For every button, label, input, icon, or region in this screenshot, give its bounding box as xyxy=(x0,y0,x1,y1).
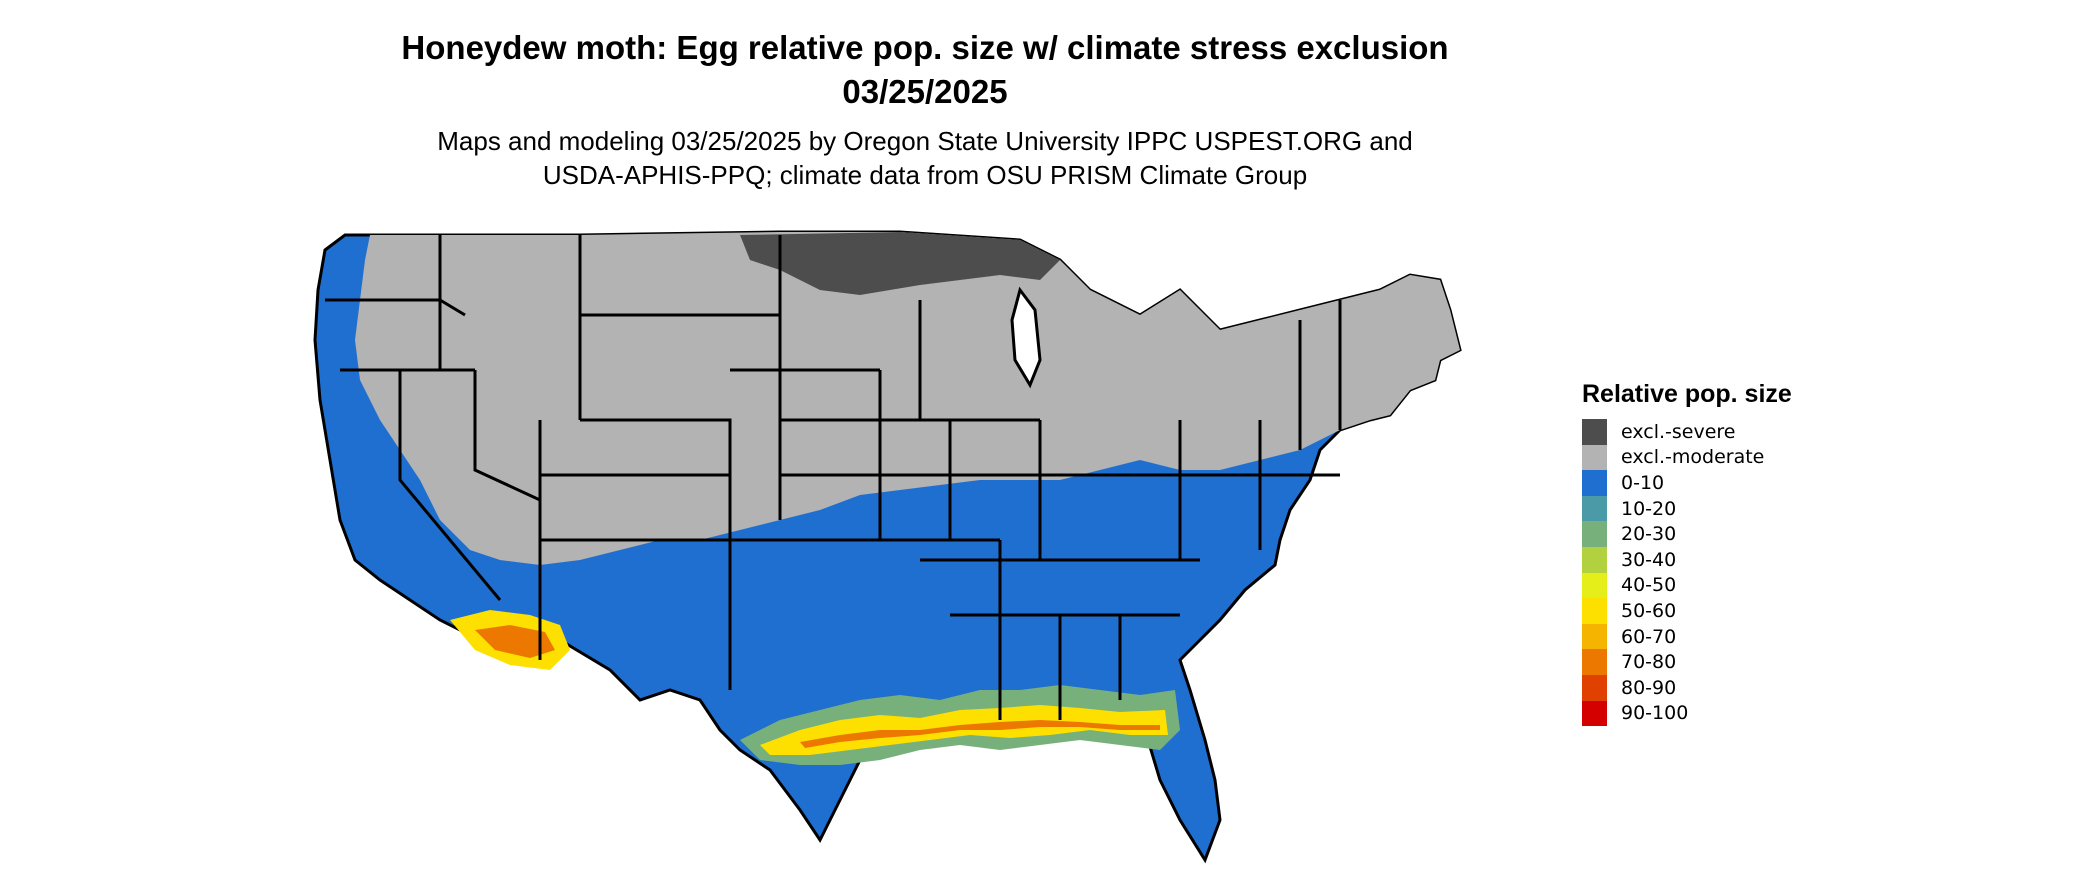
legend-item: 80-90 xyxy=(1582,674,1792,701)
legend-swatch xyxy=(1582,598,1607,624)
lake-michigan xyxy=(1010,286,1042,389)
legend-label: 60-70 xyxy=(1621,625,1677,648)
legend-label: excl.-moderate xyxy=(1621,446,1765,469)
legend-label: 90-100 xyxy=(1621,702,1689,725)
legend-swatch xyxy=(1582,521,1607,547)
legend-swatch xyxy=(1582,495,1607,522)
subtitle-line-1: Maps and modeling 03/25/2025 by Oregon S… xyxy=(437,126,1413,156)
legend-item: 40-50 xyxy=(1582,572,1792,599)
subtitle-line-2: USDA-APHIS-PPQ; climate data from OSU PR… xyxy=(542,160,1308,190)
legend-title: Relative pop. size xyxy=(1582,380,1792,408)
legend-item: excl.-severe xyxy=(1582,419,1792,445)
gulf-orange-band xyxy=(800,720,1160,748)
legend-item: 70-80 xyxy=(1582,649,1792,675)
arizona-orange-area xyxy=(475,625,555,658)
map-subtitle: Maps and modeling 03/25/2025 by Oregon S… xyxy=(0,124,1850,192)
state-borders xyxy=(325,235,1342,720)
legend-label: 30-40 xyxy=(1621,548,1677,571)
legend-item: 30-40 xyxy=(1582,546,1792,573)
us-map xyxy=(313,230,1462,864)
legend-label: 50-60 xyxy=(1621,599,1677,622)
map-title: Honeydew moth: Egg relative pop. size w/… xyxy=(0,26,1850,114)
legend-label: excl.-severe xyxy=(1621,420,1736,443)
legend-swatch xyxy=(1582,674,1607,701)
legend-swatch xyxy=(1582,419,1607,445)
title-line-2: 03/25/2025 xyxy=(842,73,1008,110)
legend-label: 10-20 xyxy=(1621,497,1677,520)
legend-item: 60-70 xyxy=(1582,623,1792,650)
map-legend: Relative pop. size excl.-severe excl.-mod… xyxy=(1582,380,1792,727)
legend-swatch xyxy=(1582,572,1607,599)
legend-items: excl.-severe excl.-moderate 0-10 10-20 20-30… xyxy=(1582,419,1792,727)
severe-exclusion-area xyxy=(740,232,1060,295)
legend-item: 50-60 xyxy=(1582,598,1792,624)
legend-swatch xyxy=(1582,546,1607,573)
legend-item: 20-30 xyxy=(1582,521,1792,547)
legend-item: excl.-moderate xyxy=(1582,444,1792,471)
legend-swatch xyxy=(1582,444,1607,471)
legend-label: 20-30 xyxy=(1621,523,1677,546)
legend-swatch xyxy=(1582,470,1607,496)
title-line-1: Honeydew moth: Egg relative pop. size w/… xyxy=(401,29,1449,66)
legend-item: 10-20 xyxy=(1582,495,1792,522)
legend-swatch xyxy=(1582,649,1607,675)
legend-label: 80-90 xyxy=(1621,676,1677,699)
legend-label: 70-80 xyxy=(1621,651,1677,674)
legend-label: 40-50 xyxy=(1621,574,1677,597)
legend-swatch xyxy=(1582,700,1607,727)
legend-item: 0-10 xyxy=(1582,470,1792,496)
legend-label: 0-10 xyxy=(1621,471,1665,494)
legend-item: 90-100 xyxy=(1582,700,1792,727)
legend-swatch xyxy=(1582,623,1607,650)
